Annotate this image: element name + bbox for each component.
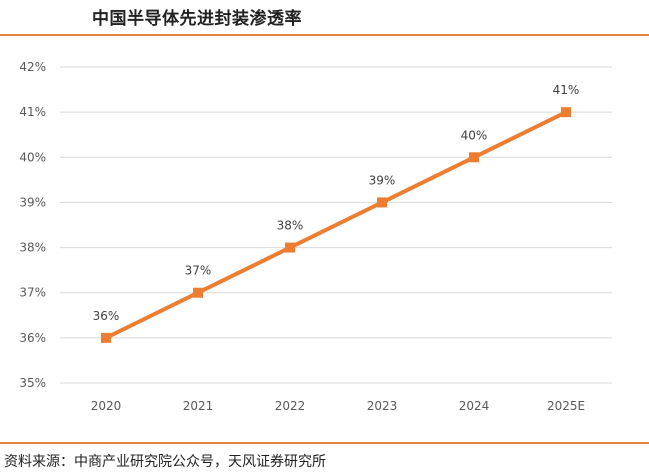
x-tick-label: 2025E [547, 399, 585, 413]
y-tick-label: 40% [19, 150, 46, 164]
data-label: 38% [277, 219, 304, 233]
x-tick-label: 2021 [183, 399, 214, 413]
data-point-marker [193, 287, 203, 298]
y-tick-label: 37% [19, 286, 46, 300]
data-point-marker [101, 332, 111, 343]
y-tick-label: 35% [19, 376, 46, 390]
data-label: 39% [369, 173, 396, 187]
data-label: 41% [553, 83, 580, 97]
page-title: 中国半导体先进封装渗透率 [92, 9, 302, 29]
y-tick-label: 41% [19, 105, 46, 119]
top-divider [0, 34, 649, 36]
data-point-marker [561, 107, 571, 118]
bottom-divider [0, 442, 649, 444]
x-tick-label: 2022 [275, 399, 306, 413]
source-note: 资料来源：中商产业研究院公众号，天风证券研究所 [4, 454, 326, 470]
y-tick-label: 38% [19, 241, 46, 255]
data-point-marker [285, 242, 295, 253]
x-tick-label: 2024 [459, 399, 490, 413]
data-label: 37% [185, 264, 212, 278]
y-tick-label: 39% [19, 195, 46, 209]
line-chart: 35% 36% 37% 38% 39% 40% 41% 42% 2020 2021 2022 2023… [19, 60, 612, 413]
y-tick-label: 36% [19, 331, 46, 345]
x-tick-label: 2020 [91, 399, 122, 413]
series-line [105, 110, 567, 340]
data-point-marker [469, 152, 479, 163]
data-label: 40% [461, 128, 488, 142]
y-tick-label: 42% [19, 60, 46, 74]
data-point-marker [377, 197, 387, 208]
x-tick-label: 2023 [367, 399, 398, 413]
data-label: 36% [93, 309, 120, 323]
